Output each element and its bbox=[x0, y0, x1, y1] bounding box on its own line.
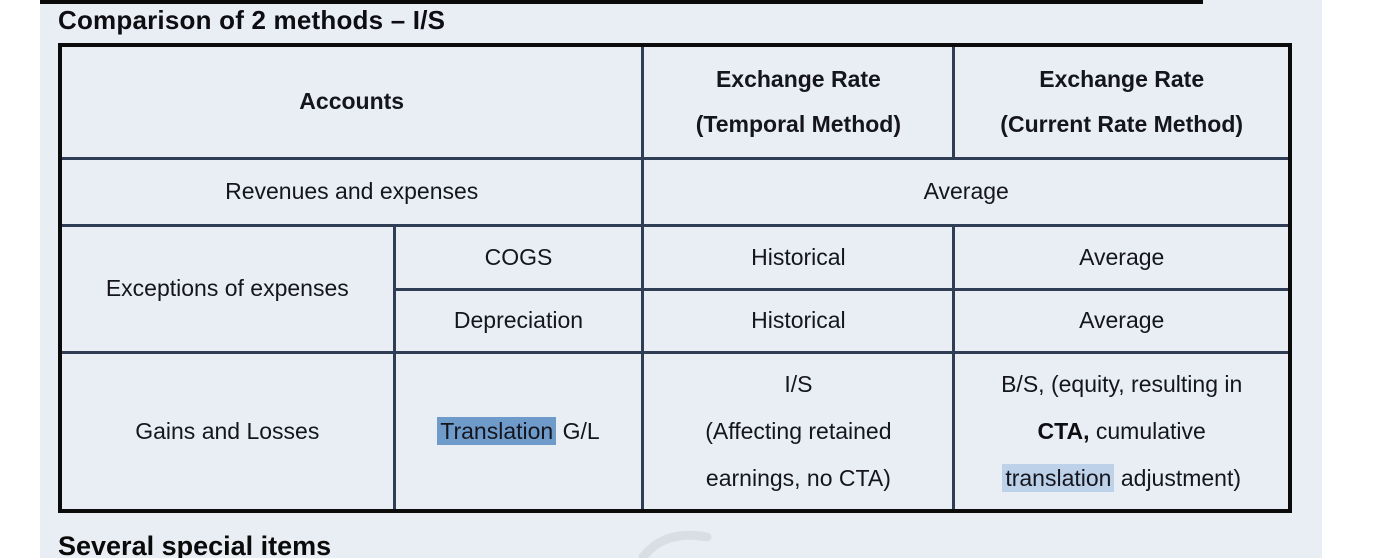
gains-temporal-line3: earnings, no CTA) bbox=[705, 464, 891, 491]
table-row-revenues: Revenues and expenses Average bbox=[58, 156, 1292, 227]
comparison-table: Accounts Exchange Rate (Temporal Method)… bbox=[58, 43, 1292, 513]
cell-cogs-current: Average bbox=[952, 223, 1292, 291]
table-row-cogs: Exceptions of expenses COGS Historical A… bbox=[58, 223, 1292, 354]
header-cell-temporal: Exchange Rate (Temporal Method) bbox=[641, 43, 956, 160]
cell-revenues-label: Revenues and expenses bbox=[58, 156, 645, 227]
header-cell-current: Exchange Rate (Current Rate Method) bbox=[952, 43, 1292, 160]
cell-exceptions-label: Exceptions of expenses bbox=[58, 223, 396, 354]
cell-gains-label: Gains and Losses bbox=[58, 350, 396, 513]
table-row-depreciation: Depreciation Historical Average bbox=[60, 287, 1292, 354]
gains-account-rest: G/L bbox=[556, 417, 600, 444]
table-row-gains: Gains and Losses Translation G/L I/S (Af… bbox=[58, 350, 1292, 513]
header-temporal-line2: (Temporal Method) bbox=[695, 110, 902, 137]
cell-depreciation-label: Depreciation bbox=[392, 287, 645, 354]
cell-cogs-label: COGS bbox=[392, 223, 645, 291]
slide-background: Comparison of 2 methods – I/S Accounts E… bbox=[40, 0, 1322, 558]
next-section-heading: Several special items bbox=[58, 531, 332, 558]
header-current-line1: Exchange Rate bbox=[1039, 65, 1205, 92]
cell-gains-temporal: I/S (Affecting retained earnings, no CTA… bbox=[641, 350, 956, 513]
gains-current-line3-rest: adjustment) bbox=[1114, 464, 1242, 491]
gains-current-line3: translation adjustment) bbox=[961, 455, 1282, 502]
cell-gains-current: B/S, (equity, resulting in CTA, cumulati… bbox=[952, 350, 1292, 513]
translation-highlight-light: translation bbox=[1002, 463, 1115, 492]
gains-temporal-line1: I/S bbox=[784, 370, 813, 397]
watermark-swoosh bbox=[638, 530, 712, 558]
gains-current-line2-rest: cumulative bbox=[1089, 417, 1206, 444]
cell-cogs-temporal: Historical bbox=[641, 223, 956, 291]
table-header-row: Accounts Exchange Rate (Temporal Method)… bbox=[58, 43, 1292, 160]
cell-gains-account: Translation G/L bbox=[392, 350, 645, 513]
header-current-line2: (Current Rate Method) bbox=[1000, 110, 1244, 137]
gains-current-line2: CTA, cumulative bbox=[961, 408, 1282, 455]
cell-depreciation-temporal: Historical bbox=[641, 287, 956, 354]
cta-bold: CTA, bbox=[1037, 417, 1090, 444]
translation-highlight: Translation bbox=[437, 416, 557, 445]
top-edge-bar bbox=[40, 0, 1203, 4]
cell-revenues-value: Average bbox=[641, 156, 1292, 227]
header-temporal-line1: Exchange Rate bbox=[715, 65, 881, 92]
cell-depreciation-current: Average bbox=[952, 287, 1292, 354]
gains-current-line1: B/S, (equity, resulting in bbox=[1001, 370, 1243, 397]
page-title: Comparison of 2 methods – I/S bbox=[58, 5, 446, 35]
gains-temporal-line2: (Affecting retained bbox=[705, 417, 892, 444]
header-cell-accounts: Accounts bbox=[58, 43, 645, 160]
